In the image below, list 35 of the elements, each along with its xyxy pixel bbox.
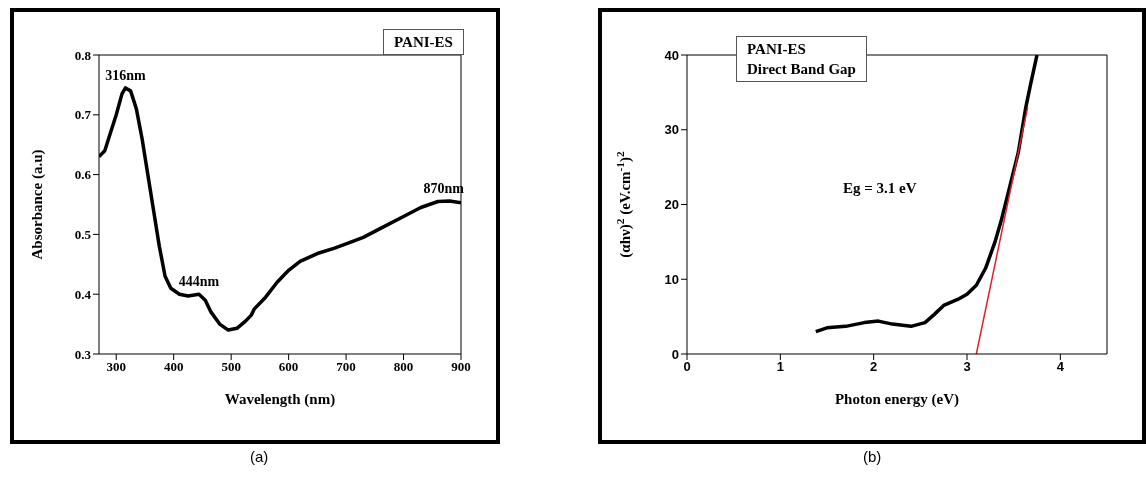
annotation: PANI-ES [747, 40, 807, 59]
y-tick-label: 0.5 [74, 227, 92, 243]
annotation: 870nm [423, 180, 465, 196]
x-tick-label: 300 [106, 359, 126, 375]
y-tick-label: 0 [671, 346, 679, 362]
x-tick-label: 4 [1056, 359, 1065, 375]
x-tick-label: 800 [393, 359, 414, 375]
text: (b) [863, 448, 882, 465]
y-tick-label: 0.3 [74, 346, 92, 362]
x-tick-label: 1 [776, 359, 784, 375]
y-tick-label: 0.8 [74, 47, 92, 63]
y-tick-label: 0.4 [74, 286, 92, 302]
x-tick-label: 700 [336, 359, 356, 375]
annotation: 444nm [178, 274, 220, 290]
y-tick-label: 20 [664, 197, 679, 213]
y-axis-title: Absorbance (a.u) [29, 149, 46, 260]
annotation: Direct Band Gap [747, 60, 856, 79]
x-tick-label: 600 [278, 359, 299, 375]
y-tick-label: 40 [664, 47, 679, 63]
y-tick-label: 30 [664, 122, 679, 138]
x-tick-label: 0 [683, 359, 691, 375]
x-tick-label: 900 [451, 359, 471, 375]
annotation: 316nm [105, 67, 146, 83]
y-tick-label: 0.6 [74, 167, 92, 183]
y-tick-label: 10 [664, 271, 679, 287]
x-axis-title: Wavelength (nm) [224, 391, 336, 408]
annotation: Eg = 3.1 eV [843, 180, 917, 197]
x-axis-title: Photon energy (eV) [834, 391, 960, 408]
x-tick-label: 2 [870, 359, 878, 375]
x-tick-label: 400 [163, 359, 184, 375]
text: (a) [250, 448, 269, 465]
y-tick-label: 0.7 [74, 107, 92, 123]
x-tick-label: 3 [963, 359, 971, 375]
text: PANI-ES [394, 33, 453, 52]
x-tick-label: 500 [221, 359, 241, 375]
